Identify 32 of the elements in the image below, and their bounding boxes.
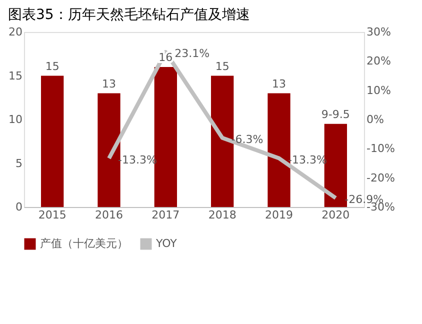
x-tick-label: 2017 (152, 208, 180, 222)
bar (268, 93, 290, 207)
data-label: 15 (45, 60, 60, 73)
x-tick-label: 2016 (95, 208, 123, 222)
y2-tick-label: 10% (366, 84, 391, 97)
data-label: 13 (272, 77, 286, 90)
chart-title: 图表35：历年天然毛坯钻石产值及增速 (8, 7, 250, 23)
data-label: -6.3% (231, 132, 264, 146)
y2-tick-label: -20% (366, 171, 395, 184)
y2-tick-label: -30% (366, 200, 395, 214)
data-label: 15 (215, 60, 230, 73)
y-tick-label: 0 (16, 200, 22, 214)
y2-tick-label: -10% (366, 142, 395, 156)
data-label: 23.1% (174, 47, 210, 60)
x-tick-label: 2015 (38, 208, 66, 222)
legend-label: YOY (155, 237, 178, 250)
bar (211, 76, 234, 207)
y2-tick-label: 30% (366, 26, 391, 38)
x-tick-label: 2018 (208, 208, 236, 222)
bar (41, 76, 64, 207)
y-tick-label: 15 (8, 69, 22, 82)
bar (98, 93, 120, 207)
data-label: 13 (102, 77, 116, 90)
y2-tick-label: 0% (366, 113, 384, 126)
data-label: 9-9.5 (321, 108, 350, 121)
x-tick-label: 2019 (265, 208, 293, 222)
x-tick-label: 2020 (322, 208, 350, 222)
y-tick-label: 5 (16, 156, 22, 170)
y-tick-label: 20 (8, 26, 22, 38)
legend-label: 产值（十亿美元） (40, 237, 128, 250)
y-tick-label: 10 (8, 113, 22, 126)
y2-tick-label: 20% (366, 54, 391, 68)
